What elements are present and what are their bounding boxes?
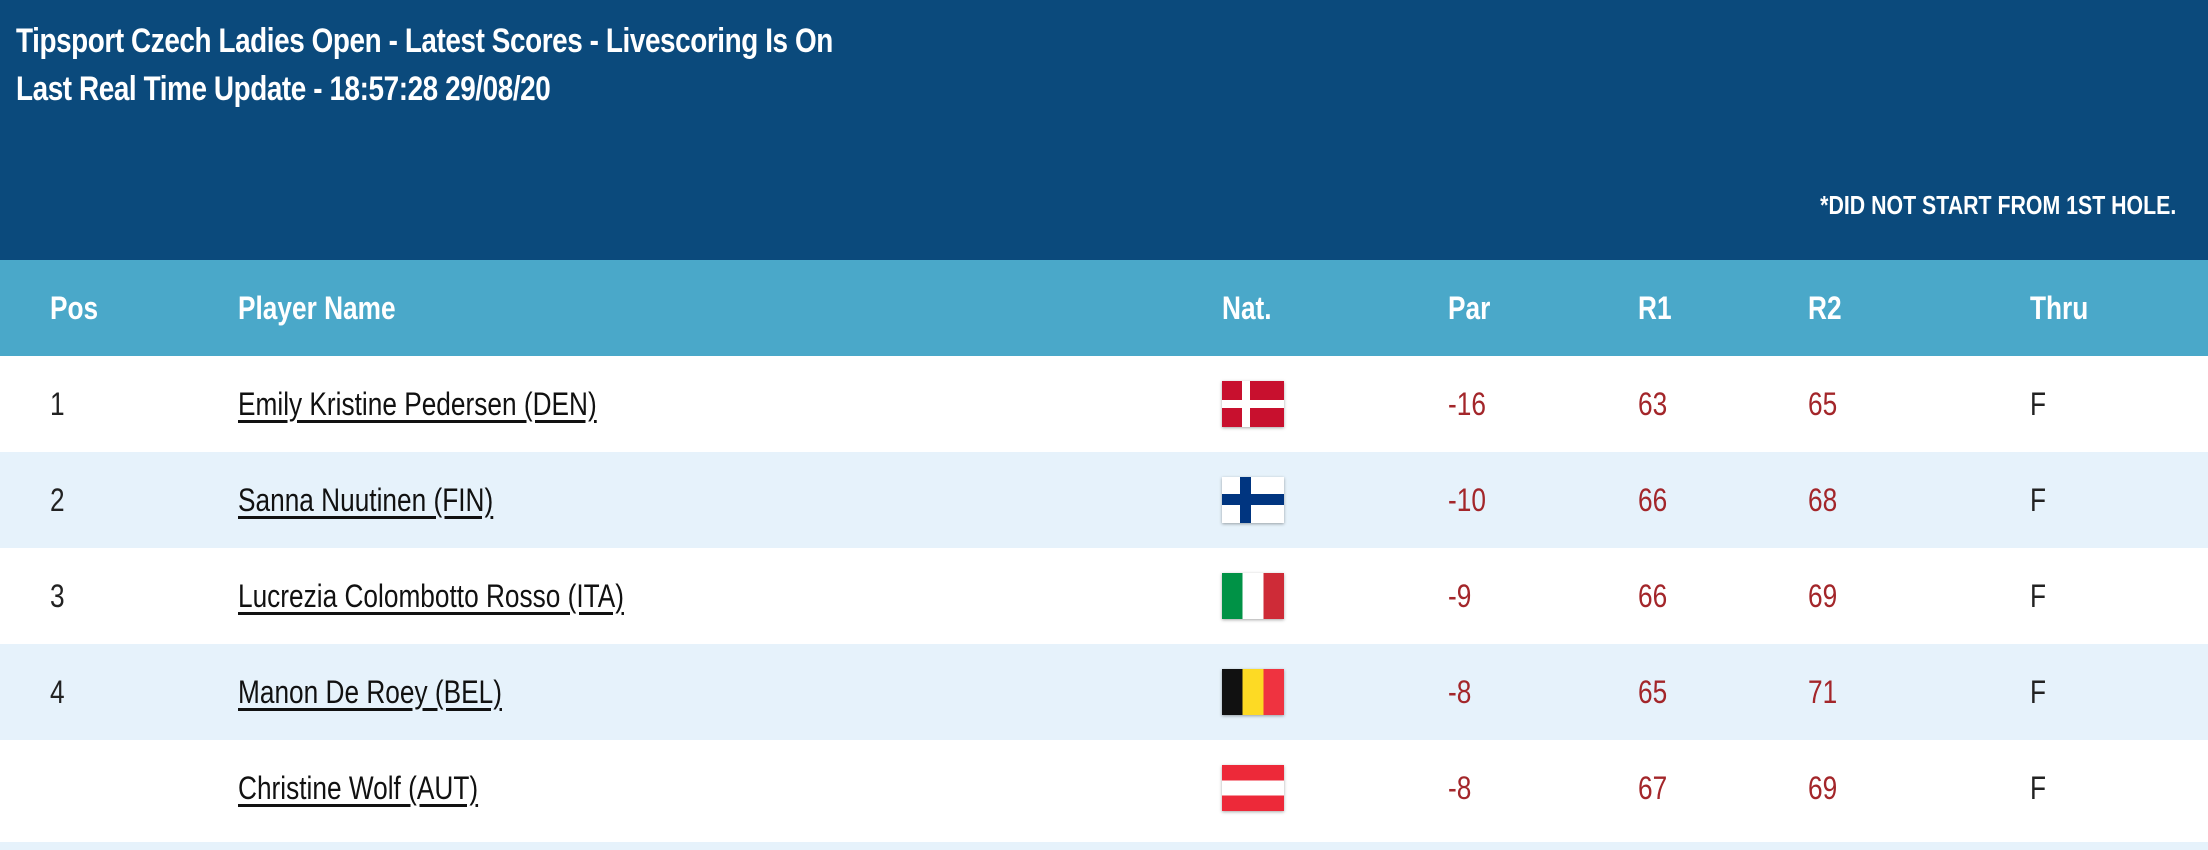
player-name-link[interactable]: Sanna Nuutinen (FIN)	[238, 481, 494, 518]
table-row: 3 Lucrezia Colombotto Rosso (ITA) -9 66 …	[0, 548, 2208, 644]
table-header: Pos Player Name Nat. Par R1 R2 Thru	[0, 260, 2208, 356]
did-not-start-note: *DID NOT START FROM 1ST HOLE.	[1819, 190, 2176, 220]
column-header-par: Par	[1448, 289, 1491, 326]
thru-value: F	[2030, 577, 2047, 614]
r2-value: 65	[1808, 385, 1838, 422]
last-update-text: Last Real Time Update - 18:57:28 29/08/2…	[16, 70, 551, 108]
finland-flag-icon	[1222, 477, 1284, 523]
page-header: Tipsport Czech Ladies Open - Latest Scor…	[0, 0, 2208, 260]
denmark-flag-icon	[1222, 381, 1284, 427]
r2-value: 69	[1808, 769, 1838, 806]
position-value: 1	[50, 385, 65, 422]
column-header-player-name: Player Name	[238, 289, 396, 326]
column-header-r1: R1	[1638, 289, 1672, 326]
thru-value: F	[2030, 481, 2047, 518]
par-value: -10	[1448, 481, 1486, 518]
leaderboard-table: Pos Player Name Nat. Par R1 R2 Thru 1 Em…	[0, 260, 2208, 836]
r2-value: 68	[1808, 481, 1838, 518]
page-title: Tipsport Czech Ladies Open - Latest Scor…	[16, 22, 833, 60]
table-row: 2 Sanna Nuutinen (FIN) -10 66 68 F	[0, 452, 2208, 548]
thru-value: F	[2030, 385, 2047, 422]
column-header-thru: Thru	[2030, 289, 2089, 326]
par-value: -8	[1448, 769, 1472, 806]
par-value: -16	[1448, 385, 1486, 422]
par-value: -9	[1448, 577, 1472, 614]
column-header-nat: Nat.	[1222, 289, 1272, 326]
next-row-edge	[0, 842, 2208, 850]
r1-value: 67	[1638, 769, 1668, 806]
player-name-link[interactable]: Christine Wolf (AUT)	[238, 769, 479, 806]
player-name-link[interactable]: Lucrezia Colombotto Rosso (ITA)	[238, 577, 624, 614]
r1-value: 63	[1638, 385, 1668, 422]
r1-value: 65	[1638, 673, 1668, 710]
thru-value: F	[2030, 673, 2047, 710]
r2-value: 69	[1808, 577, 1838, 614]
position-value: 2	[50, 481, 65, 518]
belgium-flag-icon	[1222, 669, 1284, 715]
player-name-link[interactable]: Emily Kristine Pedersen (DEN)	[238, 385, 597, 422]
table-row: 4 Manon De Roey (BEL) -8 65 71 F	[0, 644, 2208, 740]
r2-value: 71	[1808, 673, 1838, 710]
r1-value: 66	[1638, 481, 1668, 518]
table-row: 1 Emily Kristine Pedersen (DEN) -16 63 6…	[0, 356, 2208, 452]
par-value: -8	[1448, 673, 1472, 710]
position-value: 3	[50, 577, 65, 614]
r1-value: 66	[1638, 577, 1668, 614]
italy-flag-icon	[1222, 573, 1284, 619]
thru-value: F	[2030, 769, 2047, 806]
austria-flag-icon	[1222, 765, 1284, 811]
player-name-link[interactable]: Manon De Roey (BEL)	[238, 673, 502, 710]
column-header-r2: R2	[1808, 289, 1842, 326]
table-row: Christine Wolf (AUT) -8 67 69 F	[0, 740, 2208, 836]
position-value: 4	[50, 673, 65, 710]
column-header-pos: Pos	[50, 289, 99, 326]
